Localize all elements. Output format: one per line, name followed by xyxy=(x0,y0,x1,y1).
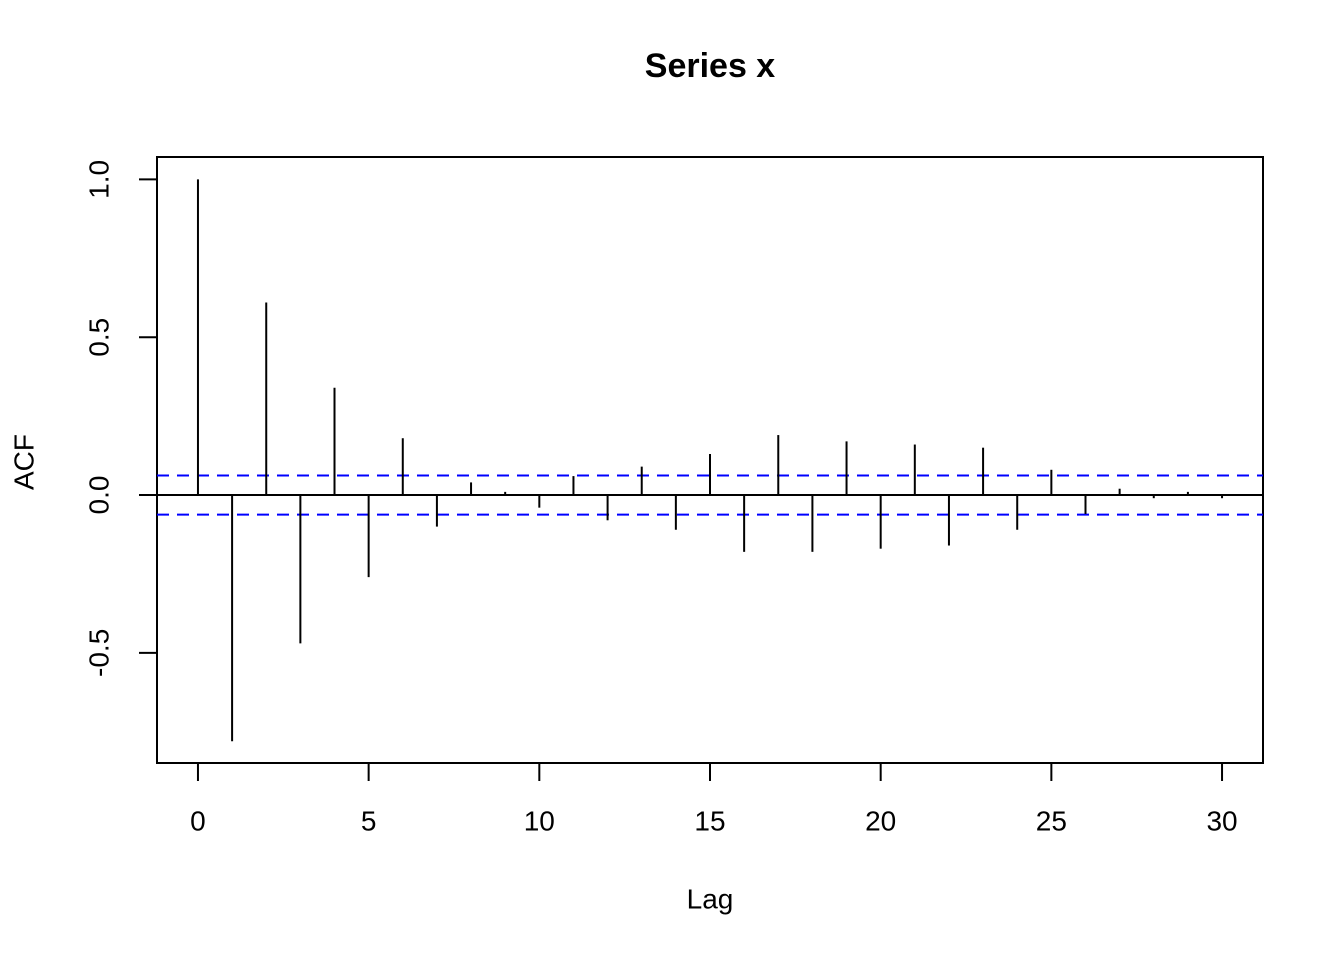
x-tick-label: 20 xyxy=(865,805,896,836)
x-tick-label: 5 xyxy=(361,805,377,836)
x-tick-label: 30 xyxy=(1206,805,1237,836)
y-axis-label: ACF xyxy=(8,434,39,490)
x-tick-label: 0 xyxy=(190,805,206,836)
y-tick-label: 1.0 xyxy=(83,160,114,199)
x-axis-label: Lag xyxy=(687,883,734,914)
y-tick-label: 0.5 xyxy=(83,318,114,357)
x-tick-label: 10 xyxy=(524,805,555,836)
x-tick-label: 15 xyxy=(694,805,725,836)
chart-title: Series x xyxy=(645,47,776,85)
x-tick-label: 25 xyxy=(1036,805,1067,836)
y-tick-label: 0.0 xyxy=(83,476,114,515)
y-tick-label: -0.5 xyxy=(83,629,114,677)
